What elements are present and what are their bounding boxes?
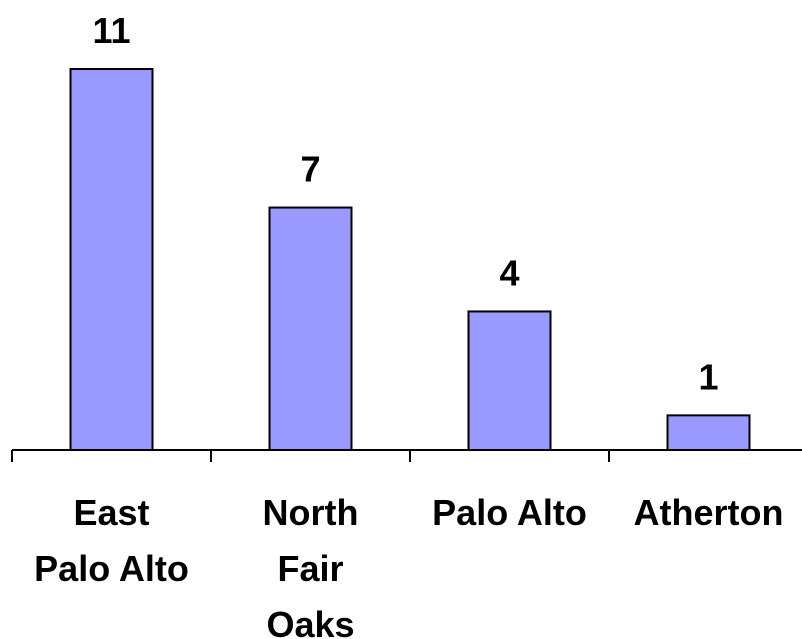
bar-value-label: 1	[698, 356, 718, 397]
category-label-line: Palo Alto	[432, 492, 587, 533]
bar-value-label: 11	[92, 10, 130, 51]
value-labels-group: 11 7 4 1	[92, 10, 718, 397]
bars-group	[69, 68, 751, 452]
bar	[467, 310, 552, 452]
category-label-line: Oaks	[266, 604, 354, 639]
category-label-line: North	[263, 492, 359, 533]
x-axis	[11, 449, 802, 462]
bar	[268, 206, 353, 451]
bar	[69, 68, 154, 451]
bar-value-label: 4	[499, 252, 519, 293]
bar	[666, 414, 751, 452]
category-label-line: Palo Alto	[34, 548, 189, 589]
category-label: East Palo Alto	[34, 492, 189, 589]
category-label-line: Fair	[277, 548, 343, 589]
category-label-line: East	[73, 492, 149, 533]
category-labels-group: East Palo Alto North Fair Oaks Palo Alto Ather…	[34, 492, 783, 639]
category-label: North Fair Oaks	[263, 492, 359, 639]
category-label: Palo Alto	[432, 492, 587, 533]
category-label-line: Atherton	[634, 492, 784, 533]
bar-value-label: 7	[300, 149, 320, 190]
category-label: Atherton	[634, 492, 784, 533]
